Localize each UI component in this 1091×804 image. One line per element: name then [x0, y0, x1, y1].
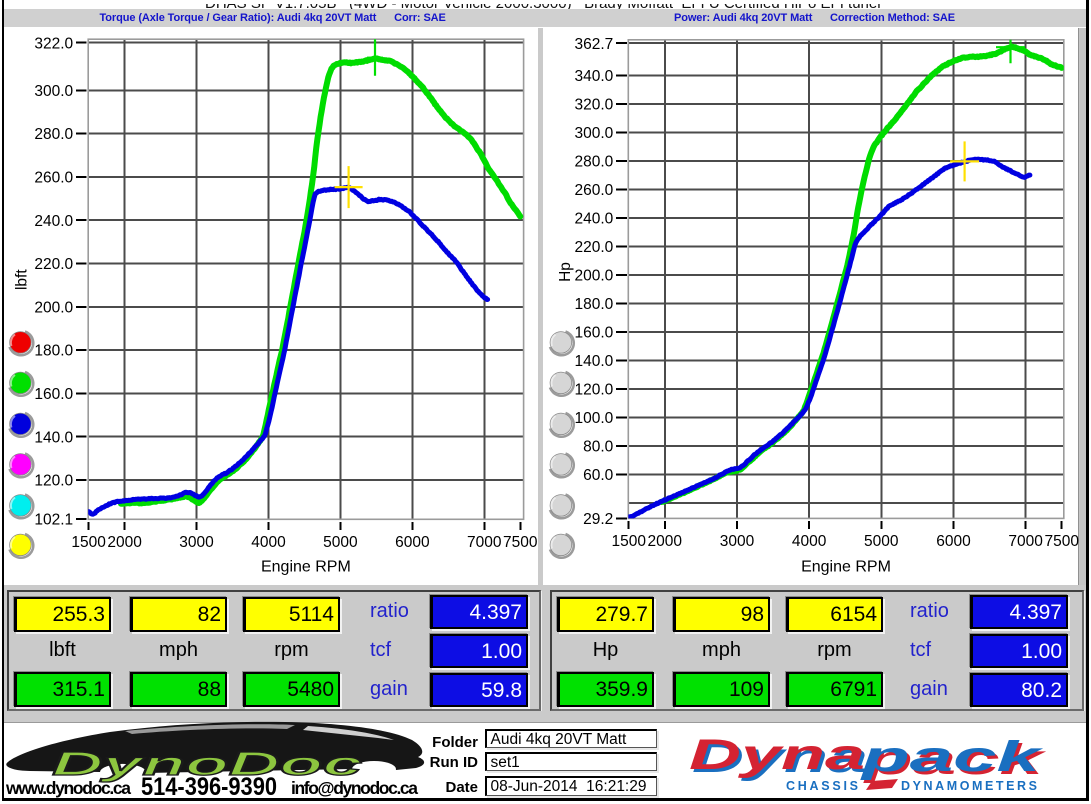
svg-text:300.0: 300.0 [575, 125, 614, 142]
svg-text:280.0: 280.0 [575, 154, 614, 171]
svg-text:180.0: 180.0 [34, 343, 73, 360]
svg-text:info@dynodoc.ca: info@dynodoc.ca [291, 778, 418, 798]
svg-text:29.2: 29.2 [583, 511, 613, 528]
svg-text:4000: 4000 [251, 534, 286, 551]
svg-text:60.0: 60.0 [583, 467, 614, 484]
svg-text:280.0: 280.0 [34, 126, 73, 143]
svg-text:Engine RPM: Engine RPM [801, 559, 891, 576]
svg-text:5000: 5000 [864, 533, 899, 550]
svg-text:340.0: 340.0 [575, 68, 614, 85]
svg-text:7500: 7500 [503, 534, 538, 551]
svg-text:260.0: 260.0 [575, 182, 614, 199]
svg-text:200.0: 200.0 [34, 299, 73, 316]
svg-text:7500: 7500 [1044, 533, 1079, 550]
svg-text:514-396-9390: 514-396-9390 [141, 773, 277, 801]
svg-text:240.0: 240.0 [575, 211, 614, 228]
svg-text:Hp: Hp [557, 262, 574, 282]
svg-text:220.0: 220.0 [34, 256, 73, 273]
svg-text:120.0: 120.0 [575, 382, 614, 399]
svg-text:200.0: 200.0 [575, 268, 614, 285]
svg-text:260.0: 260.0 [34, 170, 73, 187]
svg-text:180.0: 180.0 [575, 296, 614, 313]
svg-text:6000: 6000 [936, 533, 971, 550]
svg-text:102.1: 102.1 [34, 511, 73, 528]
svg-text:4000: 4000 [792, 533, 827, 550]
svg-text:140.0: 140.0 [34, 429, 73, 446]
svg-text:3000: 3000 [179, 534, 214, 551]
svg-text:240.0: 240.0 [34, 213, 73, 230]
svg-text:CHASSIS: CHASSIS [786, 779, 862, 793]
svg-text:2000: 2000 [107, 534, 142, 551]
svg-text:DynoDoc: DynoDoc [52, 745, 362, 782]
svg-text:1500: 1500 [611, 533, 646, 550]
svg-text:3000: 3000 [720, 533, 755, 550]
svg-text:www.dynodoc.ca: www.dynodoc.ca [5, 778, 131, 798]
svg-text:120.0: 120.0 [34, 473, 73, 490]
svg-text:Dyna: Dyna [689, 731, 865, 779]
svg-text:100.0: 100.0 [575, 410, 614, 427]
svg-text:6000: 6000 [395, 534, 430, 551]
svg-text:DYNAMOMETERS: DYNAMOMETERS [901, 779, 1040, 793]
svg-text:1500: 1500 [71, 534, 106, 551]
svg-text:160.0: 160.0 [34, 386, 73, 403]
svg-text:7000: 7000 [1008, 533, 1043, 550]
svg-text:160.0: 160.0 [575, 325, 614, 342]
svg-text:362.7: 362.7 [575, 36, 614, 53]
svg-text:Dyna: Dyna [692, 734, 868, 782]
svg-text:300.0: 300.0 [34, 83, 73, 100]
svg-text:80.0: 80.0 [583, 439, 614, 456]
svg-text:322.0: 322.0 [34, 35, 73, 52]
svg-text:5000: 5000 [323, 534, 358, 551]
svg-text:pack: pack [860, 733, 1044, 781]
svg-text:220.0: 220.0 [575, 239, 614, 256]
svg-text:lbft: lbft [13, 269, 30, 290]
svg-text:140.0: 140.0 [575, 353, 614, 370]
svg-text:7000: 7000 [467, 534, 502, 551]
svg-text:320.0: 320.0 [575, 97, 614, 114]
svg-text:pack: pack [863, 736, 1047, 784]
svg-text:2000: 2000 [648, 533, 683, 550]
svg-text:Engine RPM: Engine RPM [261, 559, 351, 576]
